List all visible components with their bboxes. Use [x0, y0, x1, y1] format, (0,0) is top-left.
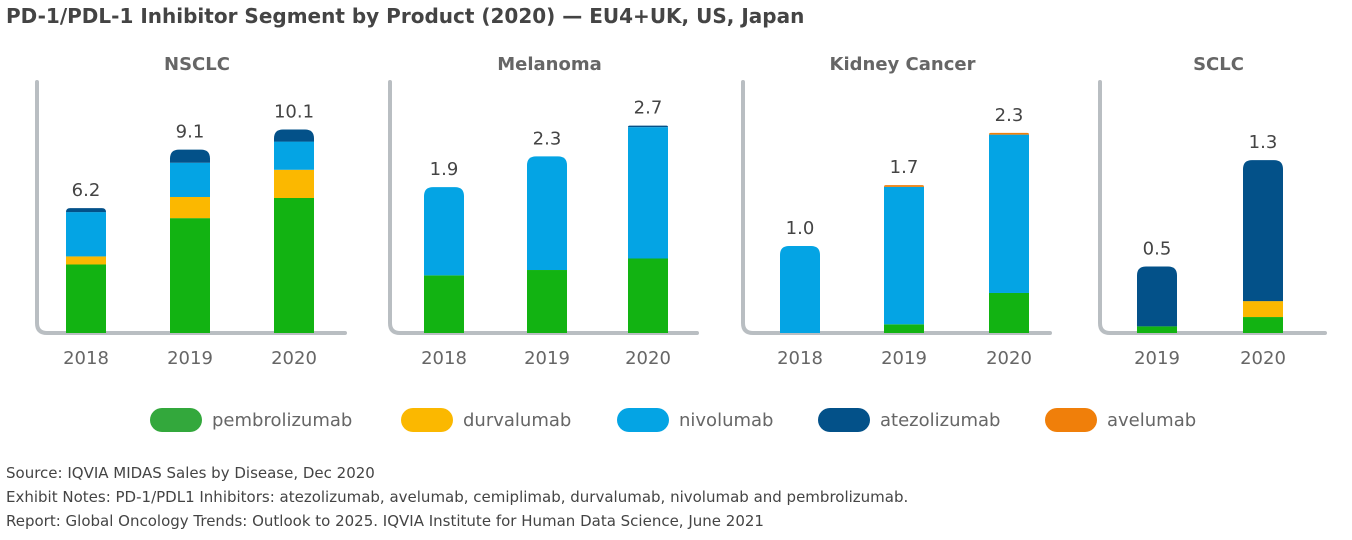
legend-swatch-avelumab: [1045, 408, 1097, 432]
tick-label-melanoma-2018: 2018: [421, 348, 467, 369]
total-label-melanoma-2018: 1.9: [430, 159, 459, 180]
bar-nsclc-2018-atezolizumab: [66, 208, 106, 213]
axis-nsclc: [35, 80, 347, 335]
bar-kidney-cancer-2020-avelumab: [989, 132, 1029, 135]
bar-nsclc-2020-atezolizumab: [274, 129, 314, 142]
bar-kidney-cancer-2019-avelumab: [884, 185, 924, 187]
tick-label-kidney-cancer-2019: 2019: [881, 348, 927, 369]
bar-melanoma-2020-atezolizumab: [628, 125, 668, 128]
total-label-sclc-2020: 1.3: [1249, 132, 1278, 153]
bar-sclc-2019-pembrolizumab: [1137, 326, 1177, 333]
bar-melanoma-2020-nivolumab: [628, 127, 668, 259]
legend-item-pembrolizumab: pembrolizumab: [150, 404, 352, 436]
total-label-melanoma-2019: 2.3: [533, 128, 562, 149]
axis-kidney-cancer: [741, 80, 1052, 335]
total-label-kidney-cancer-2020: 2.3: [995, 105, 1024, 126]
total-label-nsclc-2018: 6.2: [72, 180, 101, 201]
bar-nsclc-2018-durvalumab: [66, 256, 106, 265]
bar-nsclc-2020-durvalumab: [274, 169, 314, 198]
report-note: Report: Global Oncology Trends: Outlook …: [6, 512, 764, 530]
tick-label-kidney-cancer-2018: 2018: [777, 348, 823, 369]
legend-item-atezolizumab: atezolizumab: [818, 404, 1000, 436]
axis-sclc: [1098, 80, 1327, 335]
panel-title-sclc: SCLC: [1193, 54, 1244, 75]
bar-kidney-cancer-2018-nivolumab: [780, 246, 820, 333]
legend-label-pembrolizumab: pembrolizumab: [212, 409, 353, 431]
bar-kidney-cancer-2019-nivolumab: [884, 186, 924, 325]
bar-sclc-2019-atezolizumab: [1137, 266, 1177, 327]
bar-nsclc-2020-nivolumab: [274, 141, 314, 170]
bar-melanoma-2018-pembrolizumab: [424, 275, 464, 333]
legend-item-durvalumab: durvalumab: [401, 404, 571, 436]
legend-label-avelumab: avelumab: [1107, 409, 1197, 431]
axis-melanoma: [388, 80, 699, 335]
tick-label-nsclc-2019: 2019: [167, 348, 213, 369]
bar-melanoma-2020-pembrolizumab: [628, 258, 668, 333]
panel-title-nsclc: NSCLC: [164, 54, 230, 75]
bar-kidney-cancer-2020-nivolumab: [989, 134, 1029, 293]
total-label-melanoma-2020: 2.7: [634, 98, 663, 119]
bar-melanoma-2019-pembrolizumab: [527, 270, 567, 333]
legend-label-nivolumab: nivolumab: [679, 409, 774, 431]
total-label-kidney-cancer-2019: 1.7: [890, 157, 919, 178]
bar-nsclc-2019-durvalumab: [170, 196, 210, 219]
bar-sclc-2020-atezolizumab: [1243, 160, 1283, 302]
bar-sclc-2020-durvalumab: [1243, 301, 1283, 318]
legend-swatch-pembrolizumab: [150, 408, 202, 432]
legend-label-atezolizumab: atezolizumab: [880, 409, 1001, 431]
bar-nsclc-2020-pembrolizumab: [274, 197, 314, 333]
tick-label-melanoma-2020: 2020: [625, 348, 671, 369]
total-label-nsclc-2020: 10.1: [274, 101, 314, 122]
bar-kidney-cancer-2019-pembrolizumab: [884, 324, 924, 333]
bar-melanoma-2018-nivolumab: [424, 187, 464, 276]
tick-label-melanoma-2019: 2019: [524, 348, 570, 369]
tick-label-kidney-cancer-2020: 2020: [986, 348, 1032, 369]
tick-label-nsclc-2018: 2018: [63, 348, 109, 369]
legend-label-durvalumab: durvalumab: [463, 409, 572, 431]
tick-label-sclc-2020: 2020: [1240, 348, 1286, 369]
legend-swatch-nivolumab: [617, 408, 669, 432]
legend-item-nivolumab: nivolumab: [617, 404, 773, 436]
bar-sclc-2020-pembrolizumab: [1243, 317, 1283, 333]
total-label-kidney-cancer-2018: 1.0: [786, 218, 815, 239]
bar-nsclc-2019-pembrolizumab: [170, 218, 210, 333]
tick-label-sclc-2019: 2019: [1134, 348, 1180, 369]
source-notes: Source: IQVIA MIDAS Sales by Disease, De…: [6, 461, 908, 533]
chart-title: PD-1/PDL-1 Inhibitor Segment by Product …: [6, 4, 805, 28]
legend-item-avelumab: avelumab: [1045, 404, 1196, 436]
bar-nsclc-2019-atezolizumab: [170, 149, 210, 163]
tick-label-nsclc-2020: 2020: [271, 348, 317, 369]
bar-kidney-cancer-2020-pembrolizumab: [989, 292, 1029, 333]
bar-nsclc-2019-nivolumab: [170, 162, 210, 197]
total-label-sclc-2019: 0.5: [1143, 239, 1172, 260]
legend: pembrolizumab durvalumab nivolumab atezoliz…: [0, 404, 1352, 436]
panel-title-melanoma: Melanoma: [497, 54, 602, 75]
panel-title-kidney-cancer: Kidney Cancer: [830, 54, 976, 75]
total-label-nsclc-2019: 9.1: [176, 122, 205, 143]
bar-nsclc-2018-pembrolizumab: [66, 264, 106, 333]
legend-swatch-durvalumab: [401, 408, 453, 432]
legend-swatch-atezolizumab: [818, 408, 870, 432]
source-note: Source: IQVIA MIDAS Sales by Disease, De…: [6, 464, 375, 482]
bar-melanoma-2019-nivolumab: [527, 156, 567, 271]
bar-nsclc-2018-nivolumab: [66, 212, 106, 257]
chart-canvas: NSCLC 6.2 2018 9.1 2019 10.1 2020 Melanoma 1.9 20…: [35, 54, 1327, 369]
exhibit-note: Exhibit Notes: PD-1/PDL1 Inhibitors: ate…: [6, 488, 909, 506]
